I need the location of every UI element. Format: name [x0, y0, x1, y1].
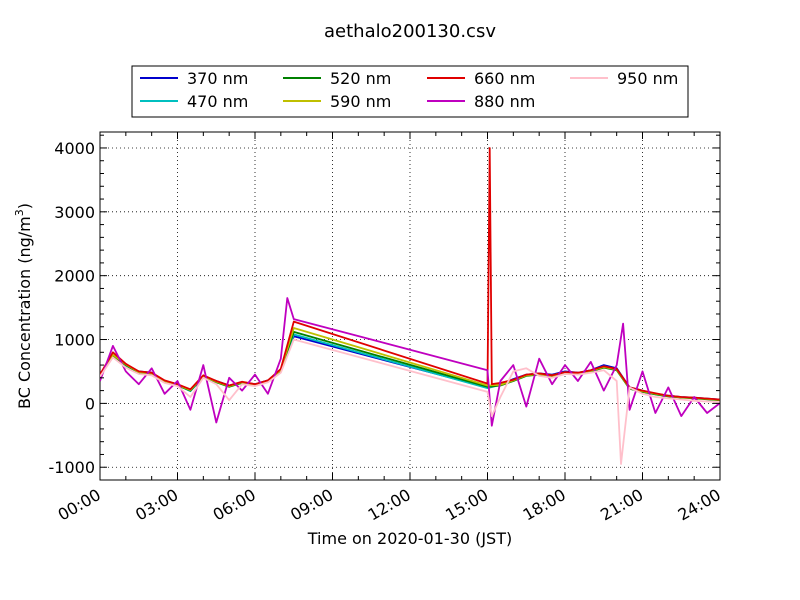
x-tick-label: 12:00: [365, 485, 414, 525]
y-tick-label: 1000: [54, 331, 95, 350]
y-axis-label-main: BC Concentration (ng/m: [15, 216, 34, 409]
legend-label: 470 nm: [187, 92, 248, 111]
legend: 370 nm 470 nm 520 nm 590 nm 660 nm 880 nm 950 …: [131, 65, 689, 118]
y-tick-label: 4000: [54, 139, 95, 158]
x-tick-label: 03:00: [132, 485, 181, 525]
x-tick-label: 21:00: [597, 485, 646, 525]
y-tick-label: -1000: [49, 458, 96, 477]
y-axis-label-sup: 3: [13, 209, 26, 216]
legend-label: 590 nm: [330, 92, 391, 111]
y-axis-label: BC Concentration (ng/m3): [13, 203, 34, 409]
x-tick-label: 09:00: [287, 485, 336, 525]
chart-title: aethalo200130.csv: [324, 21, 496, 42]
x-tick-label: 06:00: [210, 485, 259, 525]
plot-frame: [99, 131, 721, 481]
legend-label: 950 nm: [617, 69, 678, 88]
legend-box: [131, 65, 689, 118]
y-axis-label-tail: ): [15, 203, 34, 209]
legend-label: 370 nm: [187, 69, 248, 88]
x-axis-label: Time on 2020-01-30 (JST): [307, 529, 512, 548]
y-tick-label: 0: [85, 394, 95, 413]
x-tick-label: 00:00: [55, 485, 104, 525]
x-tick-label: 15:00: [442, 485, 491, 525]
legend-label: 520 nm: [330, 69, 391, 88]
legend-label: 880 nm: [474, 92, 535, 111]
x-tick-label: 24:00: [675, 485, 724, 525]
plot-area: -1000 0 1000 2000 3000 4000 00:00 03:00 06:00 09:…: [49, 131, 724, 525]
y-tick-label: 2000: [54, 267, 95, 286]
y-tick-label: 3000: [54, 203, 95, 222]
series-line-950-nm: [100, 338, 720, 465]
x-tick-label: 18:00: [520, 485, 569, 525]
series-line-880-nm: [100, 297, 720, 427]
legend-label: 660 nm: [474, 69, 535, 88]
